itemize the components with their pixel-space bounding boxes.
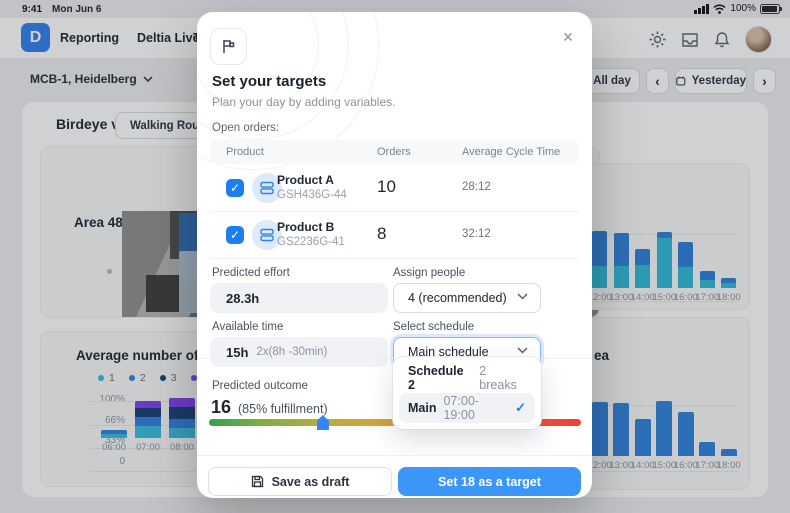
settings-icon[interactable] bbox=[649, 31, 666, 48]
dropdown-option-main[interactable]: Main 07:00-19:00 ✓ bbox=[399, 393, 535, 423]
select-schedule-label: Select schedule bbox=[393, 321, 475, 333]
open-orders-label: Open orders: bbox=[212, 122, 280, 134]
bell-icon[interactable] bbox=[714, 31, 730, 48]
predicted-outcome-label: Predicted outcome bbox=[212, 380, 308, 392]
product-sku: GS2236G-41 bbox=[277, 236, 345, 248]
status-date: Mon Jun 6 bbox=[52, 4, 102, 15]
battery-icon bbox=[760, 3, 782, 14]
option-detail: 07:00-19:00 bbox=[443, 394, 479, 422]
row-checkbox[interactable]: ✓ bbox=[226, 179, 244, 197]
chevron-down-icon bbox=[143, 76, 153, 82]
chevron-down-icon bbox=[517, 293, 528, 300]
modal-subtitle: Plan your day by adding variables. bbox=[212, 95, 396, 109]
product-sku: GSH436G-44 bbox=[277, 189, 347, 201]
available-time-value: 15h bbox=[226, 344, 249, 360]
modal-flag-badge bbox=[210, 28, 247, 65]
chevron-down-icon bbox=[517, 347, 528, 354]
yesterday-button[interactable]: Yesterday bbox=[675, 68, 747, 94]
location-label: MCB-1, Heidelberg bbox=[30, 72, 137, 86]
inbox-icon[interactable] bbox=[681, 32, 699, 48]
save-draft-label: Save as draft bbox=[271, 474, 350, 489]
status-bar: 9:41 Mon Jun 6 100% bbox=[0, 0, 790, 18]
set-target-button[interactable]: Set 18 as a target bbox=[398, 467, 581, 496]
clock: 9:41 bbox=[22, 4, 43, 15]
fulfillment-marker[interactable] bbox=[316, 415, 329, 430]
orders-count: 10 bbox=[377, 177, 396, 196]
chevron-right-icon: › bbox=[762, 73, 767, 89]
cycle-time: 28:12 bbox=[462, 181, 491, 193]
orders-count: 8 bbox=[377, 224, 387, 243]
option-name: Schedule 2 bbox=[408, 364, 464, 392]
close-icon[interactable]: × bbox=[562, 26, 574, 47]
walking-routes-label: Walking Routes bbox=[130, 119, 216, 132]
table-row[interactable]: ✓ Product A GSH436G-44 10 28:12 bbox=[210, 165, 579, 211]
wifi-icon bbox=[713, 4, 726, 14]
available-time-detail: 2x(8h -30min) bbox=[256, 346, 328, 358]
orders-table-header: Product Orders Average Cycle Time bbox=[210, 140, 579, 164]
option-name: Main bbox=[408, 401, 437, 415]
nav-item-reporting[interactable]: Reporting bbox=[60, 31, 120, 45]
assign-people-value: 4 (recommended) bbox=[408, 291, 507, 305]
assign-people-select[interactable]: 4 (recommended) bbox=[393, 283, 541, 313]
avatar[interactable] bbox=[745, 26, 772, 53]
app-logo[interactable]: D bbox=[21, 23, 50, 52]
location-selector[interactable]: MCB-1, Heidelberg bbox=[30, 72, 153, 86]
table-row[interactable]: ✓ Product B GS2236G-41 8 32:12 bbox=[210, 212, 579, 258]
next-day-button[interactable]: › bbox=[753, 68, 776, 94]
schedule-dropdown-menu: Schedule 2 2 breaks Main 07:00-19:00 ✓ bbox=[393, 357, 541, 429]
option-detail: 2 breaks bbox=[479, 364, 517, 392]
predicted-effort-label: Predicted effort bbox=[212, 267, 290, 279]
predicted-outcome-value: 16 bbox=[211, 397, 232, 417]
product-name: Product A bbox=[277, 173, 334, 187]
right-bottom-chart-title: ea bbox=[594, 348, 610, 363]
check-icon: ✓ bbox=[515, 400, 526, 415]
toolbar-row: MCB-1, Heidelberg All day ‹ Yesterday › bbox=[0, 66, 790, 96]
col-orders: Orders bbox=[377, 146, 411, 158]
route-dot bbox=[107, 269, 112, 274]
cycle-time: 32:12 bbox=[462, 228, 491, 240]
available-time-field: 15h 2x(8h -30min) bbox=[210, 337, 388, 367]
assign-people-label: Assign people bbox=[393, 267, 466, 279]
battery-percent: 100% bbox=[730, 3, 756, 14]
set-targets-modal: × Set your targets Plan your day by addi… bbox=[197, 12, 592, 498]
product-name: Product B bbox=[277, 220, 335, 234]
all-day-button[interactable]: All day bbox=[584, 68, 640, 94]
nav-item-deltia-live[interactable]: Deltia Live bbox=[137, 31, 200, 45]
col-product: Product bbox=[226, 146, 264, 158]
flag-icon bbox=[223, 40, 235, 53]
yesterday-label: Yesterday bbox=[691, 75, 746, 87]
y-axis-ticks: 100% 66% 33% 0 bbox=[99, 394, 125, 467]
prev-day-button[interactable]: ‹ bbox=[646, 68, 669, 94]
save-icon bbox=[251, 475, 263, 488]
modal-title: Set your targets bbox=[212, 73, 327, 90]
dropdown-option-schedule-2[interactable]: Schedule 2 2 breaks bbox=[399, 363, 535, 393]
right-bottom-bar-chart[interactable]: 12:00 13:00 14:00 15:00 16:00 17:00 18:00 bbox=[588, 401, 741, 471]
product-boxes-icon bbox=[252, 173, 282, 203]
all-day-label: All day bbox=[593, 75, 631, 87]
save-draft-button[interactable]: Save as draft bbox=[208, 467, 392, 496]
predicted-effort-value: 28.3h bbox=[226, 290, 260, 306]
row-checkbox[interactable]: ✓ bbox=[226, 226, 244, 244]
right-top-stacked-bar-chart[interactable]: 12:00 13:00 14:00 15:00 16:00 17:00 18:00 bbox=[588, 231, 741, 303]
col-cycle-time: Average Cycle Time bbox=[462, 146, 561, 158]
select-schedule-value: Main schedule bbox=[408, 345, 489, 359]
chevron-left-icon: ‹ bbox=[655, 73, 660, 89]
signal-icon bbox=[694, 3, 710, 14]
product-boxes-icon bbox=[252, 220, 282, 250]
predicted-outcome-note: (85% fulfillment) bbox=[238, 402, 328, 416]
available-time-label: Available time bbox=[212, 321, 284, 333]
calendar-icon bbox=[676, 76, 686, 86]
set-target-label: Set 18 as a target bbox=[438, 474, 541, 489]
predicted-effort-field: 28.3h bbox=[210, 283, 388, 313]
